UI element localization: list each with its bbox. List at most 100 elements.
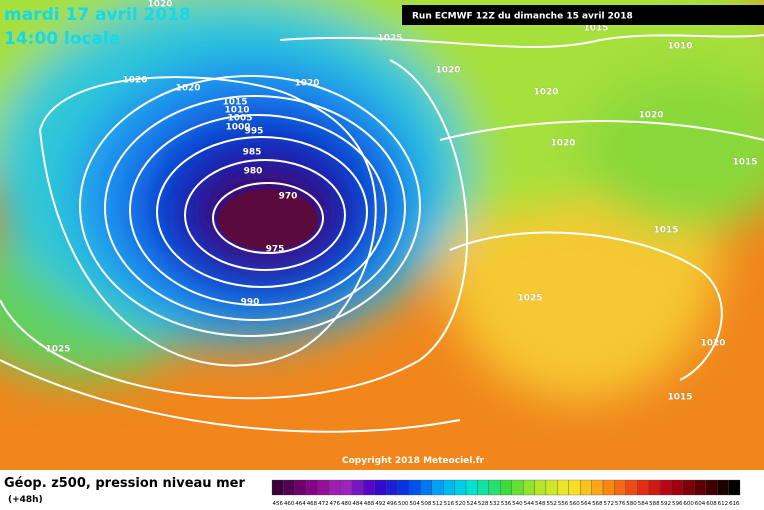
scale-swatch [351, 479, 364, 496]
scale-label: 460 [284, 501, 295, 507]
isobar-label: 1020 [533, 88, 558, 98]
isobar-label: 1010 [667, 42, 692, 52]
isobar-label: 995 [245, 127, 264, 137]
scale-swatch [306, 479, 318, 496]
scale-label: 500 [398, 501, 409, 507]
scale-label: 556 [558, 501, 569, 507]
scale-swatch [511, 479, 524, 496]
scale-label: 472 [318, 501, 329, 507]
isobar-label: 1020 [550, 139, 575, 149]
scale-label: 568 [592, 501, 603, 507]
isobar-label: 1020 [147, 0, 172, 10]
scale-label: 608 [706, 501, 717, 507]
isobar-label: 985 [243, 148, 262, 158]
scale-swatch [340, 479, 353, 496]
scale-swatch [294, 479, 307, 496]
scale-label: 488 [364, 501, 375, 507]
scale-label: 480 [341, 501, 352, 507]
footer-title: Géop. z500, pression niveau mer [4, 476, 245, 491]
scale-label: 560 [569, 501, 580, 507]
isobars [0, 34, 764, 433]
date: mardi 17 avril 2018 [4, 5, 191, 25]
scale-label: 600 [683, 501, 694, 507]
isobar-label: 970 [279, 192, 298, 202]
scale-label: 456 [272, 501, 283, 507]
isobar-label: 1020 [435, 66, 460, 76]
scale-swatch [717, 479, 729, 496]
scale-swatch [568, 479, 581, 496]
isobar-label: 980 [244, 167, 263, 177]
scale-label: 580 [626, 501, 637, 507]
color-scale: 456 460 464 468 472 476 480 484 488 492 496 500 504 5… [271, 479, 741, 507]
isobar-label: 1015 [667, 393, 692, 403]
scale-label: 508 [421, 501, 432, 507]
scale-swatch [420, 479, 432, 496]
scale-label: 468 [307, 501, 318, 507]
isobar-label: 975 [266, 245, 285, 255]
isobar-label: 1020 [700, 339, 725, 349]
scale-label: 540 [512, 501, 523, 507]
scale-label: 492 [375, 501, 386, 507]
copyright: Copyright 2018 Meteociel.fr [342, 456, 485, 466]
scale-swatch [431, 479, 444, 496]
scale-label: 572 [603, 501, 614, 507]
scale-swatch [385, 479, 398, 496]
scale-swatch [271, 479, 284, 496]
scale-swatch [705, 479, 718, 496]
scale-swatch [580, 479, 592, 496]
scale-swatch [648, 479, 661, 496]
scale-swatch [408, 479, 421, 496]
scale-label: 520 [455, 501, 466, 507]
scale-label: 524 [467, 501, 478, 507]
scale-label: 612 [718, 501, 729, 507]
scale-swatch [397, 479, 410, 496]
isobar-label: 1020 [122, 76, 147, 86]
scale-swatch [454, 479, 467, 496]
scale-label: 576 [615, 501, 626, 507]
isobar-label: 1025 [45, 345, 70, 355]
scale-swatch [637, 479, 649, 496]
isobar-label: 1000 [225, 123, 250, 133]
scale-label: 504 [409, 501, 420, 507]
scale-swatch [682, 479, 695, 496]
scale-swatch [328, 479, 341, 496]
isobar-label: 1015 [732, 158, 757, 168]
scale-label: 544 [524, 501, 535, 507]
time: 14:00 locale [4, 29, 120, 49]
scale-label: 528 [478, 501, 489, 507]
scale-label: 584 [638, 501, 649, 507]
isobar-label: 1020 [175, 84, 200, 94]
scale-label: 484 [352, 501, 363, 507]
scale-label: 464 [295, 501, 306, 507]
low-core [218, 190, 318, 250]
scale-swatch [522, 479, 535, 496]
isobar-label: 990 [241, 298, 260, 308]
scale-swatch [602, 479, 615, 496]
scale-label: 588 [649, 501, 660, 507]
scale-swatch [694, 479, 706, 496]
scale-label: 496 [387, 501, 398, 507]
scale-swatch [545, 479, 558, 496]
isobar-label: 1005 [227, 114, 252, 124]
scale-swatch [500, 479, 512, 496]
scale-label: 604 [695, 501, 706, 507]
isobar-label: 1010 [224, 106, 249, 116]
scale-swatch [659, 479, 672, 496]
scale-swatch [591, 479, 604, 496]
scale-swatch [317, 479, 330, 496]
scale-label: 616 [729, 501, 740, 507]
scale-swatch [363, 479, 375, 496]
scale-label: 548 [535, 501, 546, 507]
scale-label: 476 [330, 501, 341, 507]
scale-label: 564 [581, 501, 592, 507]
footer-lead: (+48h) [8, 495, 43, 505]
scale-swatch [625, 479, 638, 496]
isobar-label: 1020 [294, 79, 319, 89]
isobar-label: 1025 [377, 34, 402, 44]
isobar-label: 1020 [638, 111, 663, 121]
run-banner [402, 5, 764, 25]
isobar-label: 1015 [583, 24, 608, 34]
scale-swatch [465, 479, 478, 496]
